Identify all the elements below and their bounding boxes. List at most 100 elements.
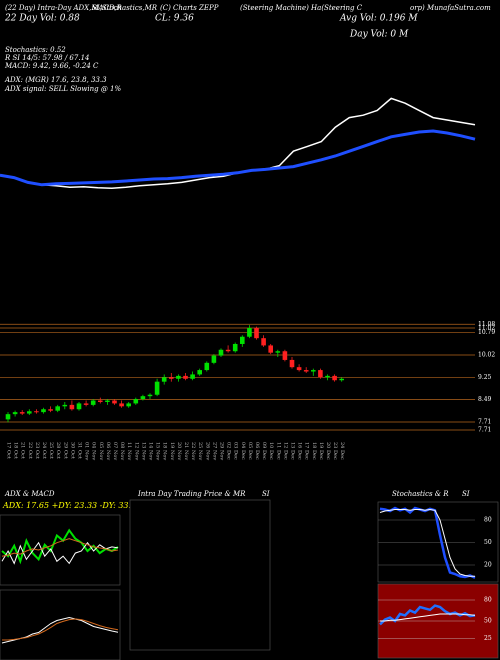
candle-body [169,377,174,379]
date-label: 22 Nov [190,442,196,460]
date-label: 21 Oct [20,442,26,459]
info-text: ADX: (MGR) 17.6, 23.8, 33.3 [4,76,107,84]
level-label: 11.08 [478,321,495,328]
candle-body [19,412,25,414]
candle-body [197,370,202,375]
date-label: 01 Nov [84,442,90,460]
date-label: 12 Dec [282,442,288,460]
header-text: orp) MunafaSutra.com [410,4,491,12]
date-label: 18 Dec [311,442,317,460]
date-label: 06 Nov [105,442,111,460]
candle-body [225,349,231,352]
date-label: 03 Dec [233,442,239,460]
candle-body [332,375,337,381]
panel-title: Intra Day Trading Price & MR [137,490,246,498]
series-line [1,538,119,557]
candle-body [140,396,146,400]
date-label: 24 Dec [339,442,345,460]
candle-body [83,403,89,405]
panel-title: SI [462,490,470,498]
header-vol: Day Vol: 0 M [349,30,409,40]
date-label: 04 Dec [240,442,246,460]
candle-body [240,336,245,344]
date-label: 23 Dec [332,442,338,460]
candle-body [41,409,46,413]
candle-body [176,375,181,379]
date-label: 22 Oct [27,442,33,459]
date-label: 25 Oct [48,442,54,459]
tick-label: 50 [484,539,492,546]
info-text: Stochastics: 0.52 [5,46,66,54]
series-line [1,528,119,565]
candle-body [48,409,53,411]
candle-body [34,411,39,413]
header-vol: 22 Day Vol: 0.88 [4,14,80,24]
date-label: 09 Dec [261,442,267,460]
level-label: 9.25 [478,374,492,381]
header-vol: Avg Vol: 0.196 M [339,14,418,24]
candle-body [282,351,288,360]
date-label: 25 Nov [197,442,203,460]
date-label: 17 Dec [304,442,310,460]
date-label: 23 Oct [34,442,40,459]
info-text: R SI 14/5: 57.98 / 67.14 [4,54,89,62]
candle-body [119,403,124,407]
header-vol: CL: 9.36 [155,14,194,24]
candle-body [325,375,330,378]
tick-label: 80 [484,517,492,524]
level-label: 7.71 [478,426,491,433]
date-label: 30 Oct [69,442,75,459]
candle-body [289,359,295,368]
header-text: (Steering Machine) Ha(Steering C [240,4,363,12]
date-label: 06 Dec [254,442,260,460]
date-label: 10 Dec [268,442,274,460]
candle-body [76,403,82,410]
candle-body [147,394,153,397]
panel-label: ADX: 17.65 +DY: 23.33 -DY: 33.33 [2,501,141,510]
candle-body [133,399,139,404]
candle-body [303,370,309,372]
date-label: 05 Nov [98,442,104,460]
series-line [2,618,119,641]
candle-body [268,345,273,353]
panel-title: ADX & MACD [4,490,55,498]
date-label: 20 Nov [176,442,182,460]
date-label: 08 Nov [119,442,125,460]
candle-body [27,411,32,414]
level-label: 11.02 [478,325,495,332]
date-label: 29 Oct [62,442,68,459]
header-text: (22 Day) Intra-Day ADX,MACD,R [5,4,123,12]
panel-title: Stochastics & R [392,490,449,498]
series-line [0,97,476,189]
candle-body [339,378,344,381]
date-label: 24 Oct [41,442,47,459]
date-label: 27 Nov [211,442,217,460]
info-text: ADX signal: SELL Slowing @ 1% [4,85,121,93]
candle-body [261,338,266,346]
candle-body [55,406,60,411]
date-label: 18 Oct [13,442,19,459]
candle-body [183,375,188,379]
candle-body [211,355,217,363]
panel-title: SI [262,490,270,498]
candle-body [154,381,160,395]
candle-body [318,370,323,378]
level-label: 10.79 [478,329,495,336]
candle-body [311,370,316,372]
date-label: 07 Nov [112,442,118,460]
date-label: 20 Dec [325,442,331,460]
date-label: 11 Dec [275,442,281,460]
panel [0,514,121,586]
series-line [380,613,476,622]
candle-body [105,400,110,402]
candle-body [126,403,131,407]
series-line [0,129,476,187]
tick-label: 20 [484,562,492,569]
info-text: MACD: 9.42, 9.66, -0.24 C [4,62,99,70]
tick-label: 50 [484,618,492,625]
candle-body [5,414,11,420]
header-text: (C) Charts ZEPP [160,4,219,12]
candle-body [296,367,302,371]
date-label: 15 Nov [155,442,161,460]
candle-body [232,343,238,352]
